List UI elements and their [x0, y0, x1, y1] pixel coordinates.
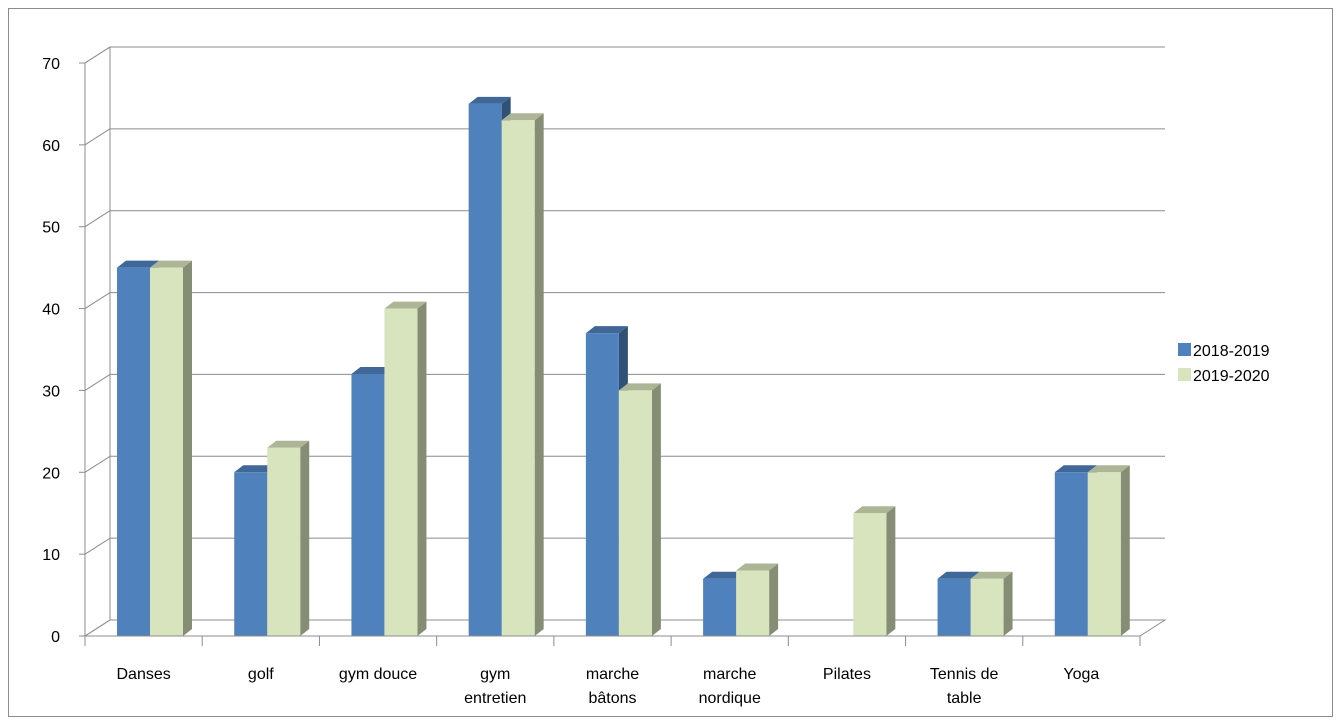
- bar-2019-2020: [1087, 465, 1130, 636]
- x-tick-label: Yoga: [1063, 666, 1099, 683]
- legend-label: 2019-2020: [1193, 368, 1270, 385]
- bar-2019-2020: [618, 383, 661, 636]
- bar-top: [618, 383, 661, 391]
- x-tick-label: Tennis de: [930, 666, 999, 683]
- y-tick-label: 20: [42, 465, 60, 482]
- bar-2019-2020: [970, 571, 1013, 636]
- bar-front: [1087, 472, 1121, 636]
- side-wall: [84, 46, 111, 637]
- bar-top: [1087, 465, 1130, 473]
- gridline-diagonal: [84, 455, 111, 473]
- bar-front: [501, 120, 535, 637]
- y-tick-label: 70: [42, 56, 60, 73]
- legend: 2018-2019 2019-2020: [1178, 343, 1270, 385]
- x-tick-label: Danses: [116, 666, 170, 683]
- bar-top: [117, 260, 159, 268]
- axis-layer: 0 10 20 30 40 50 60 70 Danses golf gym douce gym ent…: [42, 56, 1141, 707]
- x-tick-label: gym: [480, 666, 510, 683]
- x-tick-label: gym douce: [339, 666, 417, 683]
- gridline-diagonal: [84, 46, 111, 64]
- y-tick-label: 0: [51, 629, 60, 646]
- bar-top: [501, 113, 544, 121]
- bar-side: [300, 440, 310, 636]
- bar-top: [703, 571, 746, 579]
- gridline-diagonal: [84, 374, 111, 391]
- bar-2019-2020: [384, 301, 427, 636]
- y-tick-label: 60: [42, 138, 60, 155]
- x-tick-label: Pilates: [823, 666, 871, 683]
- bar-side: [534, 113, 544, 637]
- bar-front: [703, 578, 737, 636]
- gridline-diagonal: [84, 537, 111, 555]
- bar-side: [1120, 465, 1130, 636]
- bar-top: [351, 367, 394, 375]
- legend-swatch: [1178, 368, 1191, 381]
- bar-side: [1003, 571, 1013, 636]
- bar-front: [234, 472, 268, 636]
- legend-swatch: [1178, 343, 1191, 356]
- x-tick-label: golf: [248, 666, 274, 683]
- x-tick-label: entretien: [464, 690, 526, 707]
- bar-top: [384, 301, 427, 309]
- bar-front: [267, 447, 301, 636]
- y-tick-label: 50: [42, 220, 60, 237]
- bar-front: [736, 570, 770, 636]
- bar-top: [234, 465, 277, 473]
- bar-top: [267, 440, 310, 448]
- legend-label: 2018-2019: [1193, 343, 1270, 360]
- bar-2019-2020: [150, 260, 192, 636]
- bar-side: [651, 383, 661, 636]
- bar-side: [417, 301, 427, 636]
- bar-side: [886, 506, 896, 636]
- bar-2019-2020: [853, 506, 896, 636]
- gridline-diagonal: [84, 128, 111, 146]
- gridline-diagonal: [84, 292, 111, 309]
- bar-side: [183, 260, 192, 636]
- x-tick-label: table: [947, 690, 982, 707]
- bar-front: [384, 308, 418, 636]
- bar-front: [1054, 472, 1088, 636]
- y-tick-label: 30: [42, 383, 60, 400]
- y-tick-label: 40: [42, 302, 60, 319]
- bar-top: [468, 96, 511, 104]
- bar-front: [970, 578, 1004, 636]
- bar-front: [937, 578, 971, 636]
- gridline-diagonal: [84, 210, 111, 228]
- bar-front: [150, 267, 183, 636]
- bar-top: [1054, 465, 1097, 473]
- x-tick-label: marche: [703, 666, 756, 683]
- bar-front: [351, 374, 385, 636]
- bar-top: [970, 571, 1013, 579]
- bar-front: [117, 267, 150, 636]
- bar-top: [853, 506, 896, 514]
- x-tick-label: nordique: [699, 690, 761, 707]
- bar-front: [585, 333, 619, 636]
- bar-top: [937, 571, 980, 579]
- bar-top: [736, 563, 779, 571]
- bar-2019-2020: [501, 113, 544, 637]
- bar-side: [769, 563, 779, 636]
- bar-2019-2020: [736, 563, 779, 636]
- bars-layer: [117, 96, 1130, 637]
- bar-top: [150, 260, 192, 268]
- x-tick-label: marche: [586, 666, 639, 683]
- bar-2019-2020: [267, 440, 310, 636]
- bar-top: [585, 326, 628, 334]
- bar-front: [853, 513, 887, 636]
- y-tick-label: 10: [42, 547, 60, 564]
- x-tick-label: bâtons: [588, 690, 636, 707]
- bar-front: [618, 390, 652, 636]
- bar-front: [468, 103, 502, 636]
